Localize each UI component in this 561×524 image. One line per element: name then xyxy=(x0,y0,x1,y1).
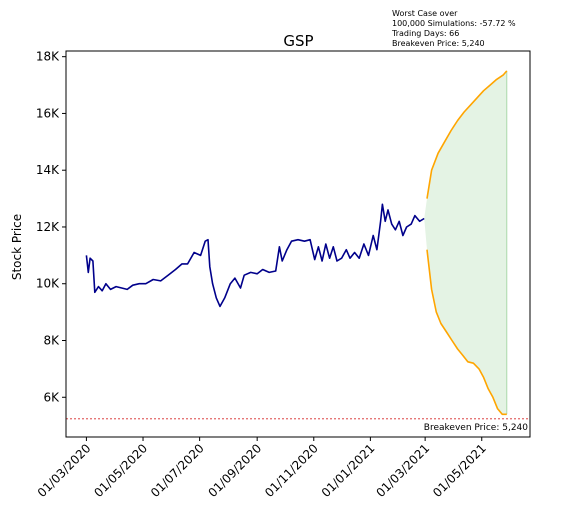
annotation-line: Breakeven Price: 5,240 xyxy=(392,39,485,48)
y-tick-label: 10K xyxy=(36,277,60,291)
best-case-line xyxy=(426,70,508,199)
plot-frame xyxy=(65,50,531,438)
simulation-annotation: Worst Case over 100,000 Simulations: -57… xyxy=(392,9,516,49)
series-layer xyxy=(85,70,508,416)
y-tick-label: 12K xyxy=(36,220,60,234)
y-tick-label: 16K xyxy=(36,106,60,120)
worst-case-line xyxy=(426,249,507,416)
y-tick-label: 8K xyxy=(43,334,60,348)
y-axis-label: Stock Price xyxy=(10,214,24,280)
price-history-line xyxy=(85,203,425,308)
y-tick-label: 6K xyxy=(43,390,60,404)
y-tick-label: 14K xyxy=(36,163,60,177)
annotation-line: Worst Case over xyxy=(392,9,458,18)
annotation-line: Trading Days: 66 xyxy=(392,29,460,38)
annotation-line: 100,000 Simulations: -57.72 % xyxy=(392,19,516,28)
breakeven-label: Breakeven Price: 5,240 xyxy=(424,423,528,433)
chart-title: GSP xyxy=(283,32,313,50)
y-tick-label: 18K xyxy=(36,50,60,64)
